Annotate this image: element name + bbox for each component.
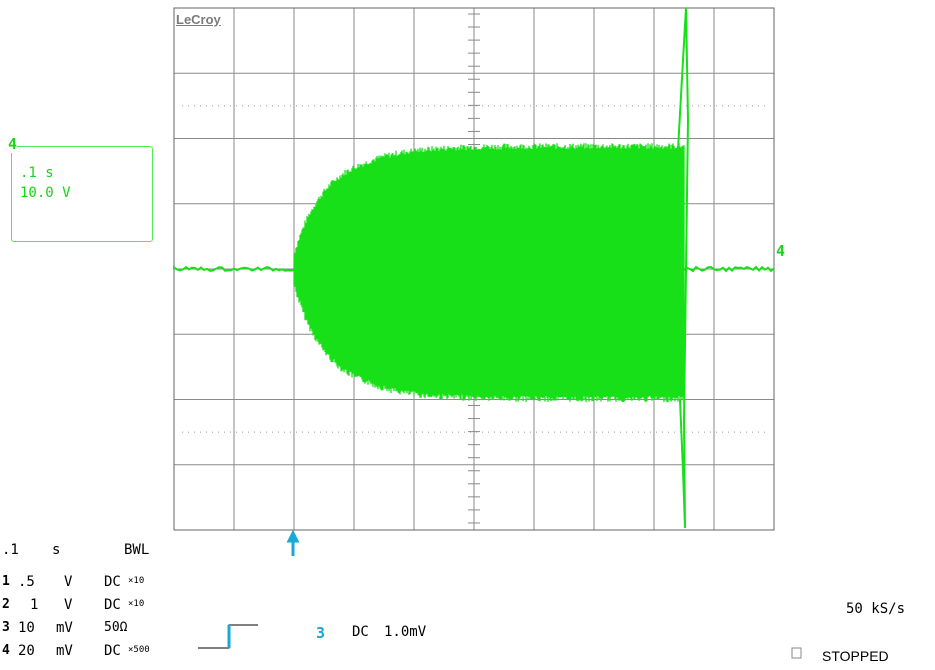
channel-4-probe: ×500 (128, 645, 150, 655)
waveform-spike (677, 7, 690, 529)
bandwidth-limit-label: BWL (124, 542, 150, 558)
timebase-unit: s (52, 542, 61, 558)
channel-4-coupling: DC (104, 643, 121, 659)
lecroy-logo: LeCroy (176, 12, 221, 27)
channel-2-coupling: DC (104, 597, 121, 613)
trace-channel-badge: 4 (8, 135, 18, 153)
channel-4-volts: 20 (18, 643, 35, 659)
acquisition-status[interactable]: STOPPED (822, 648, 889, 664)
trace-marker-label: 4 (776, 242, 786, 260)
channel-1-probe: ×10 (128, 576, 145, 586)
channel-4-id: 4 (2, 643, 10, 658)
channel-2-probe: ×10 (128, 599, 145, 609)
channel-1-volts: .5 (18, 574, 35, 590)
channel-3-coupling: 50Ω (104, 620, 128, 635)
trace-info-box[interactable] (11, 146, 153, 242)
channel-3-id: 3 (2, 620, 10, 635)
channel-4-unit: mV (56, 643, 73, 659)
trigger-channel: 3 (316, 624, 326, 642)
channel-1-unit: V (64, 574, 73, 590)
channel-3-unit: mV (56, 620, 73, 636)
trace-volts-per-div: 10.0 V (20, 185, 71, 201)
channel-1-id: 1 (2, 574, 10, 589)
channel-2-unit: V (64, 597, 73, 613)
square-indicator-icon (791, 647, 802, 659)
trigger-coupling: DC (352, 624, 369, 640)
trace-timebase: .1 s (20, 165, 54, 181)
waveform-burst (293, 143, 685, 403)
channel-1-coupling: DC (104, 574, 121, 590)
graticule-dotted-lines (182, 105, 766, 433)
waveform-baseline (173, 265, 775, 273)
channel-2-id: 2 (2, 597, 10, 612)
channel-3-volts: 10 (18, 620, 35, 636)
channel-2-volts: 1 (30, 597, 39, 613)
trigger-position-marker (286, 529, 300, 556)
timebase-value: .1 (2, 542, 19, 558)
trigger-level: 1.0mV (384, 624, 427, 640)
sample-rate: 50 kS/s (846, 601, 906, 617)
